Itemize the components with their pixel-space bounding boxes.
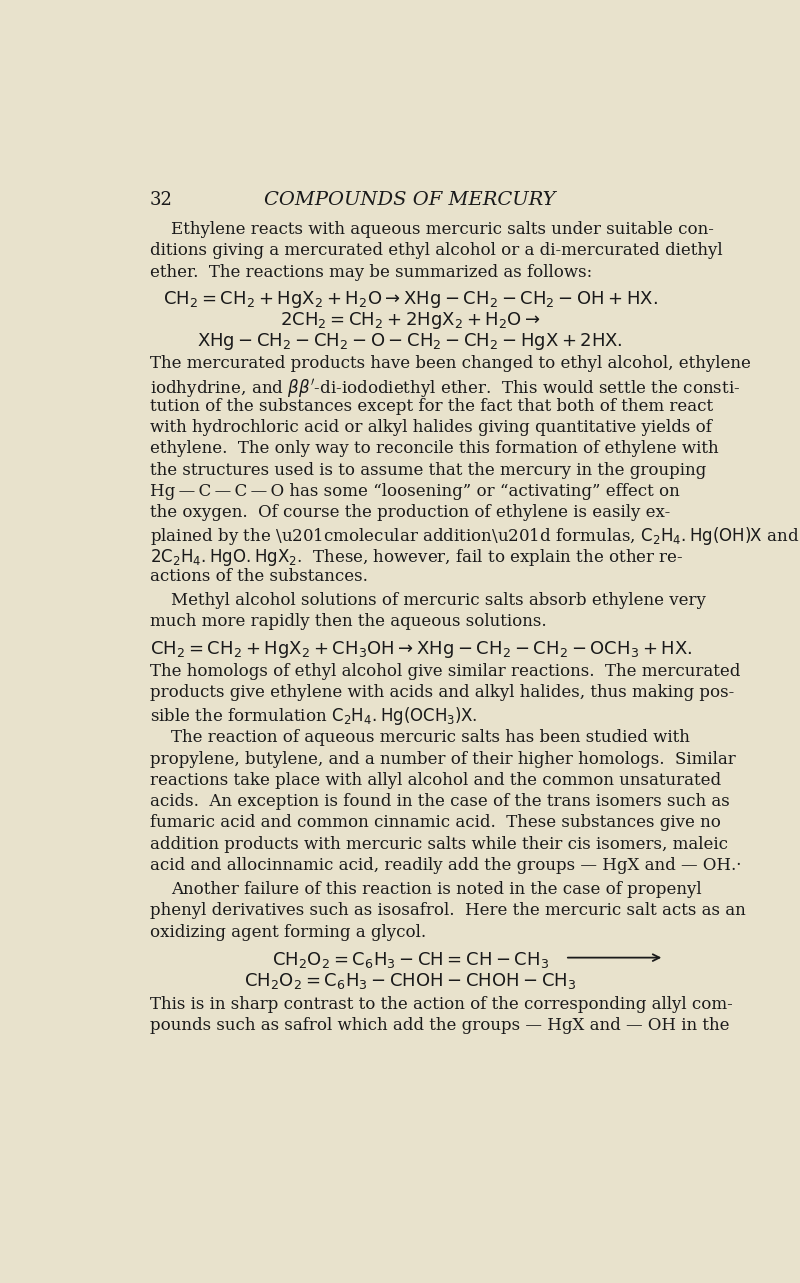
Text: $\mathrm{2CH_2 = CH_2 + 2HgX_2 + H_2O \rightarrow}$: $\mathrm{2CH_2 = CH_2 + 2HgX_2 + H_2O \r… xyxy=(279,310,541,331)
Text: This is in sharp contrast to the action of the corresponding allyl com-: This is in sharp contrast to the action … xyxy=(150,996,732,1014)
Text: ether.  The reactions may be summarized as follows:: ether. The reactions may be summarized a… xyxy=(150,263,592,281)
Text: propylene, butylene, and a number of their higher homologs.  Similar: propylene, butylene, and a number of the… xyxy=(150,751,735,767)
Text: plained by the \u201cmolecular addition\u201d formulas, $\mathrm{C_2H_4.Hg(OH)X}: plained by the \u201cmolecular addition\… xyxy=(150,526,799,548)
Text: ethylene.  The only way to reconcile this formation of ethylene with: ethylene. The only way to reconcile this… xyxy=(150,440,718,458)
Text: Methyl alcohol solutions of mercuric salts absorb ethylene very: Methyl alcohol solutions of mercuric sal… xyxy=(171,591,706,609)
Text: Hg — C — C — O has some “loosening” or “activating” effect on: Hg — C — C — O has some “loosening” or “… xyxy=(150,482,679,500)
Text: much more rapidly then the aqueous solutions.: much more rapidly then the aqueous solut… xyxy=(150,613,546,630)
Text: fumaric acid and common cinnamic acid.  These substances give no: fumaric acid and common cinnamic acid. T… xyxy=(150,815,721,831)
Text: with hydrochloric acid or alkyl halides giving quantitative yields of: with hydrochloric acid or alkyl halides … xyxy=(150,420,711,436)
Text: ditions giving a mercurated ethyl alcohol or a di-mercurated diethyl: ditions giving a mercurated ethyl alcoho… xyxy=(150,242,722,259)
Text: acids.  An exception is found in the case of the trans isomers such as: acids. An exception is found in the case… xyxy=(150,793,730,810)
Text: The mercurated products have been changed to ethyl alcohol, ethylene: The mercurated products have been change… xyxy=(150,355,750,372)
Text: iodhydrine, and $\beta\beta'$-di-iododiethyl ether.  This would settle the const: iodhydrine, and $\beta\beta'$-di-iododie… xyxy=(150,377,740,400)
Text: oxidizing agent forming a glycol.: oxidizing agent forming a glycol. xyxy=(150,924,426,940)
Text: pounds such as safrol which add the groups — HgX and — OH in the: pounds such as safrol which add the grou… xyxy=(150,1017,729,1034)
Text: COMPOUNDS OF MERCURY: COMPOUNDS OF MERCURY xyxy=(264,190,556,209)
Text: products give ethylene with acids and alkyl halides, thus making pos-: products give ethylene with acids and al… xyxy=(150,684,734,701)
Text: sible the formulation $\mathrm{C_2H_4.Hg(OCH_3)X}$.: sible the formulation $\mathrm{C_2H_4.Hg… xyxy=(150,706,478,727)
Text: The reaction of aqueous mercuric salts has been studied with: The reaction of aqueous mercuric salts h… xyxy=(171,730,690,747)
Text: 32: 32 xyxy=(150,190,173,209)
Text: acid and allocinnamic acid, readily add the groups — HgX and — OH.·: acid and allocinnamic acid, readily add … xyxy=(150,857,741,874)
Text: Ethylene reacts with aqueous mercuric salts under suitable con-: Ethylene reacts with aqueous mercuric sa… xyxy=(171,221,714,239)
Text: phenyl derivatives such as isosafrol.  Here the mercuric salt acts as an: phenyl derivatives such as isosafrol. He… xyxy=(150,902,746,920)
Text: $\mathrm{XHg - CH_2 - CH_2 - O - CH_2 - CH_2 - HgX + 2HX.}$: $\mathrm{XHg - CH_2 - CH_2 - O - CH_2 - … xyxy=(197,331,623,353)
Text: reactions take place with allyl alcohol and the common unsaturated: reactions take place with allyl alcohol … xyxy=(150,772,721,789)
Text: addition products with mercuric salts while their cis isomers, maleic: addition products with mercuric salts wh… xyxy=(150,835,728,853)
Text: the structures used is to assume that the mercury in the grouping: the structures used is to assume that th… xyxy=(150,462,706,479)
Text: The homologs of ethyl alcohol give similar reactions.  The mercurated: The homologs of ethyl alcohol give simil… xyxy=(150,663,740,680)
Text: Another failure of this reaction is noted in the case of propenyl: Another failure of this reaction is note… xyxy=(171,881,702,898)
Text: tution of the substances except for the fact that both of them react: tution of the substances except for the … xyxy=(150,398,713,414)
Text: $\mathrm{CH_2 = CH_2 + HgX_2 + CH_3OH \rightarrow XHg - CH_2 - CH_2 - OCH_3 + HX: $\mathrm{CH_2 = CH_2 + HgX_2 + CH_3OH \r… xyxy=(150,639,692,659)
Text: $\mathrm{CH_2O_2 = C_6H_3 - CH = CH - CH_3}$: $\mathrm{CH_2O_2 = C_6H_3 - CH = CH - CH… xyxy=(271,949,549,970)
Text: the oxygen.  Of course the production of ethylene is easily ex-: the oxygen. Of course the production of … xyxy=(150,504,670,521)
Text: $\mathrm{CH_2O_2 = C_6H_3 - CHOH - CHOH - CH_3}$: $\mathrm{CH_2O_2 = C_6H_3 - CHOH - CHOH … xyxy=(244,971,576,990)
Text: $\mathrm{CH_2 = CH_2 + HgX_2 + H_2O \rightarrow XHg - CH_2 - CH_2 - OH + HX.}$: $\mathrm{CH_2 = CH_2 + HgX_2 + H_2O \rig… xyxy=(162,289,658,309)
Text: $\mathrm{2C_2H_4.HgO.HgX_2}$.  These, however, fail to explain the other re-: $\mathrm{2C_2H_4.HgO.HgX_2}$. These, how… xyxy=(150,547,683,567)
Text: actions of the substances.: actions of the substances. xyxy=(150,568,367,585)
